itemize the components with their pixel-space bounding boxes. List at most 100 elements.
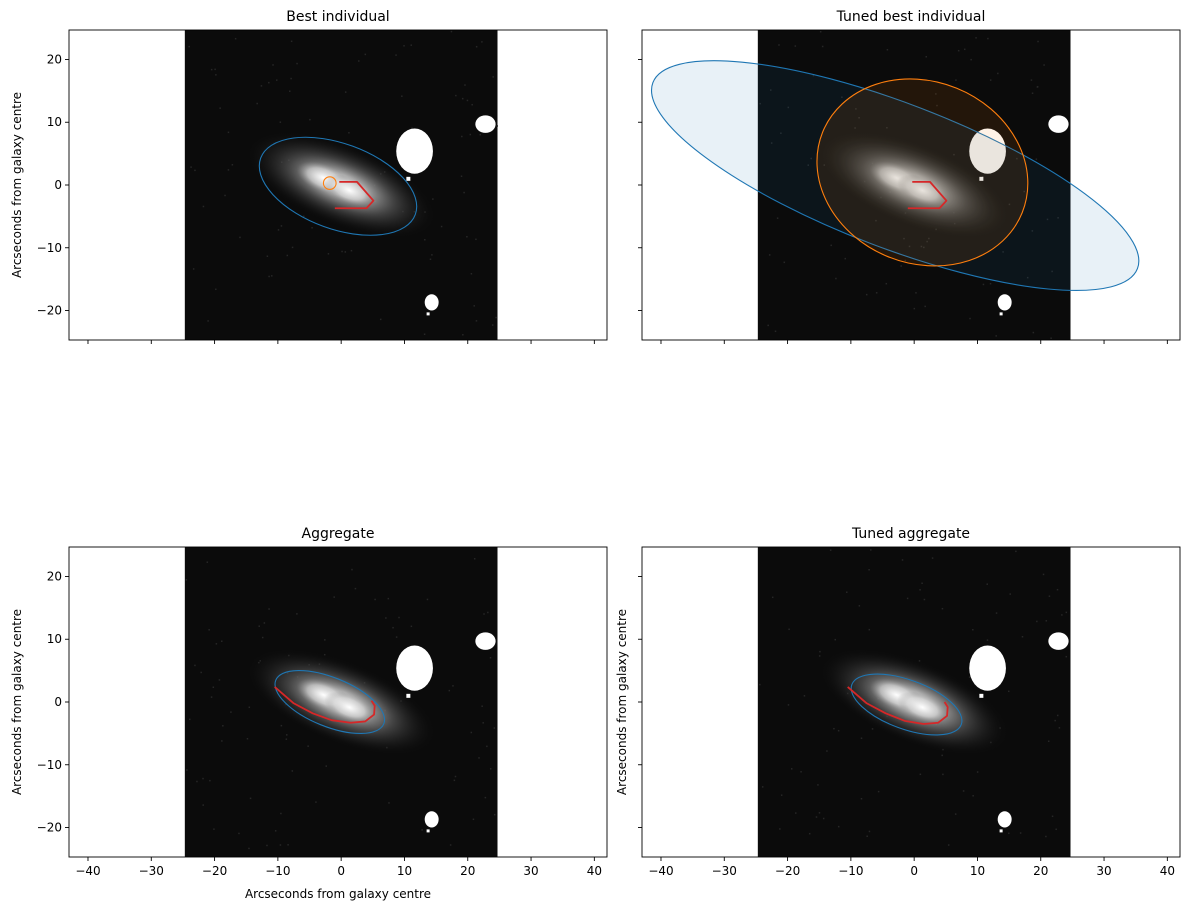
x-tick-label: 0 — [337, 864, 345, 878]
noise-pixel — [955, 79, 957, 81]
noise-pixel — [227, 169, 230, 171]
noise-pixel — [759, 683, 761, 686]
y-tick-label: 10 — [47, 115, 62, 129]
noise-pixel — [968, 676, 971, 678]
noise-pixel — [1030, 79, 1033, 81]
y-axis-label: Arcseconds from galaxy centre — [615, 609, 629, 795]
x-tick-label: −10 — [265, 864, 290, 878]
noise-pixel — [886, 48, 889, 51]
noise-pixel — [432, 198, 434, 200]
noise-pixel — [466, 99, 469, 102]
noise-pixel — [995, 335, 997, 337]
x-tick-label: 0 — [910, 864, 918, 878]
noise-pixel — [268, 608, 270, 610]
masked-star-region — [396, 645, 433, 691]
x-tick-label: 30 — [1096, 864, 1111, 878]
noise-pixel — [463, 191, 465, 194]
noise-pixel — [835, 277, 837, 280]
noise-pixel — [202, 804, 204, 806]
noise-pixel — [248, 706, 251, 709]
noise-pixel — [1045, 835, 1047, 838]
noise-pixel — [344, 91, 347, 93]
noise-pixel — [901, 559, 904, 561]
masked-star-region — [406, 176, 411, 181]
fit-ellipse-2 — [322, 176, 337, 190]
noise-pixel — [210, 696, 213, 698]
noise-pixel — [341, 250, 343, 253]
y-tick-label: 0 — [54, 695, 62, 709]
noise-pixel — [212, 686, 215, 689]
noise-pixel — [258, 625, 261, 627]
noise-pixel — [919, 773, 922, 776]
x-tick-label: 40 — [587, 864, 602, 878]
noise-pixel — [969, 317, 971, 320]
noise-pixel — [268, 81, 270, 84]
noise-pixel — [484, 796, 487, 799]
spiral-arm — [334, 180, 375, 210]
noise-pixel — [239, 236, 241, 239]
noise-pixel — [466, 235, 468, 238]
noise-pixel — [290, 40, 293, 43]
x-tick-label: −40 — [648, 864, 673, 878]
noise-pixel — [829, 549, 832, 551]
noise-pixel — [388, 802, 390, 804]
fit-ellipse-1 — [258, 136, 418, 236]
noise-pixel — [192, 268, 195, 270]
noise-pixel — [942, 773, 944, 776]
masked-star-region — [999, 312, 1003, 316]
masked-star-region — [424, 811, 439, 828]
noise-pixel — [1031, 92, 1034, 94]
noise-pixel — [1065, 611, 1068, 614]
noise-pixel — [482, 722, 484, 724]
noise-pixel — [429, 258, 432, 260]
noise-pixel — [455, 94, 457, 97]
x-tick-label: −30 — [712, 864, 737, 878]
noise-pixel — [358, 60, 360, 62]
noise-pixel — [268, 275, 270, 278]
panel-2: Tuned best individual — [638, 9, 1181, 344]
noise-pixel — [234, 37, 237, 40]
noise-pixel — [311, 227, 313, 229]
noise-pixel — [475, 45, 478, 48]
noise-pixel — [780, 794, 783, 796]
noise-pixel — [871, 728, 874, 730]
noise-pixel — [449, 844, 452, 846]
noise-pixel — [276, 79, 278, 81]
noise-pixel — [1042, 573, 1045, 576]
noise-pixel — [296, 613, 298, 615]
noise-pixel — [274, 830, 277, 832]
noise-pixel — [815, 816, 818, 818]
masked-star-region — [999, 829, 1003, 833]
noise-pixel — [481, 705, 483, 707]
noise-pixel — [1032, 331, 1035, 334]
noise-pixel — [410, 625, 413, 628]
noise-pixel — [379, 318, 382, 321]
noise-pixel — [875, 292, 878, 294]
noise-pixel — [858, 116, 860, 119]
noise-pixel — [928, 237, 930, 240]
noise-pixel — [190, 166, 192, 168]
noise-pixel — [783, 261, 786, 264]
noise-pixel — [256, 102, 258, 105]
noise-pixel — [788, 628, 790, 631]
noise-pixel — [249, 797, 252, 800]
noise-pixel — [1007, 690, 1010, 693]
noise-pixel — [957, 49, 960, 52]
noise-pixel — [924, 305, 926, 308]
noise-pixel — [1054, 719, 1056, 722]
noise-pixel — [904, 259, 907, 262]
masked-star-region — [979, 176, 984, 181]
noise-pixel — [818, 655, 821, 657]
noise-pixel — [290, 77, 292, 80]
noise-pixel — [280, 724, 283, 727]
noise-pixel — [795, 812, 797, 814]
noise-pixel — [868, 628, 871, 631]
noise-pixel — [469, 133, 472, 136]
noise-pixel — [858, 605, 861, 607]
noise-pixel — [770, 89, 772, 91]
noise-pixel — [913, 307, 916, 310]
noise-pixel — [489, 656, 492, 659]
noise-pixel — [350, 249, 353, 252]
noise-pixel — [1016, 157, 1018, 160]
noise-pixel — [997, 72, 999, 75]
